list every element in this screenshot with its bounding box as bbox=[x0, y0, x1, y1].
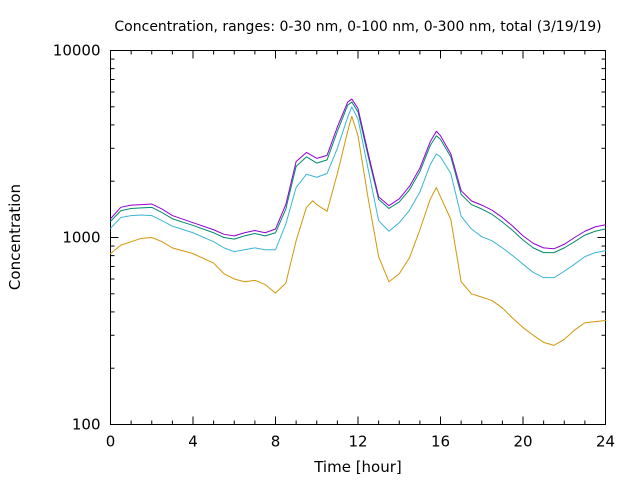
x-tick-label: 16 bbox=[431, 433, 450, 451]
y-tick-label: 100 bbox=[72, 416, 101, 434]
x-tick-label: 4 bbox=[188, 433, 198, 451]
x-axis-label: Time [hour] bbox=[313, 458, 402, 476]
x-tick-label: 20 bbox=[513, 433, 532, 451]
axis-layer: 0 4 8 12 16 20 24 100 1000 10000 bbox=[53, 42, 615, 451]
chart-title: Concentration, ranges: 0-30 nm, 0-100 nm… bbox=[114, 19, 601, 35]
x-tick-label: 12 bbox=[348, 433, 367, 451]
x-tick-label: 8 bbox=[271, 433, 281, 451]
y-axis-label: Concentration bbox=[6, 184, 24, 290]
series-layer bbox=[110, 98, 606, 346]
y-tick-label: 1000 bbox=[62, 229, 100, 247]
x-tick-label: 24 bbox=[596, 433, 615, 451]
y-tick-label: 10000 bbox=[53, 42, 101, 60]
series-line-1 bbox=[110, 115, 606, 346]
x-tick-label: 0 bbox=[106, 433, 116, 451]
series-line-2 bbox=[110, 106, 606, 279]
series-line-3 bbox=[110, 101, 606, 254]
series-line-4 bbox=[110, 98, 606, 250]
plot-area-border bbox=[110, 50, 606, 425]
